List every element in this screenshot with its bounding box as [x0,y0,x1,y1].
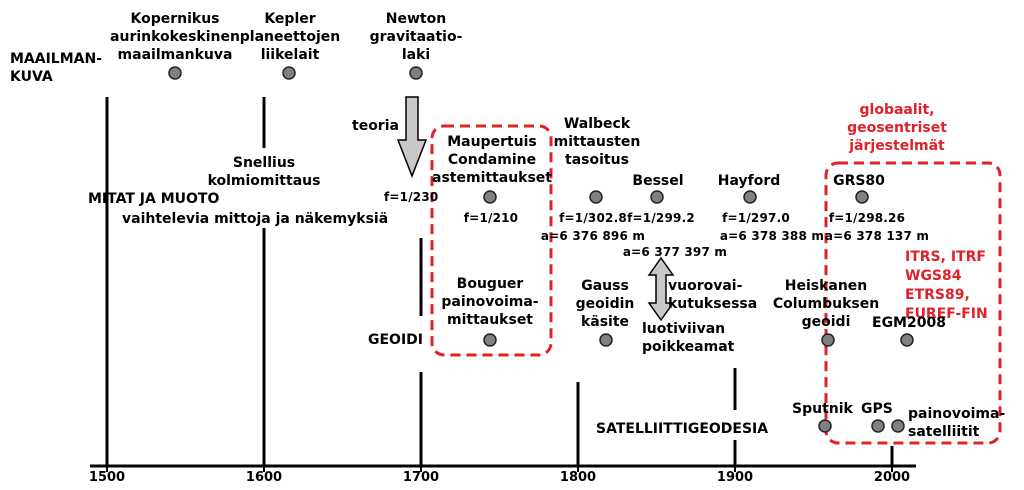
tick-label: 1700 [402,470,440,485]
row-label-world-view: MAAILMAN- KUVA [10,51,103,85]
label-bessel-f: f=1/299.2 [627,211,695,225]
label-bouguer: Bouguer painovoima- mittaukset [441,276,539,328]
label-sputnik: Sputnik [792,401,853,417]
row-label-measurements-sub: vaihtelevia mittoja ja näkemyksiä [122,211,389,227]
box-18th-century-measurements [430,124,553,357]
dot-egm2008 [900,333,914,347]
label-walbeck-f: f=1/302.8 [559,211,627,225]
label-reference-systems: ITRS, ITRF WGS84 ETRS89, EUREF-FIN [905,249,988,322]
label-deflection: luotiviivan poikkeamat [642,321,735,355]
double-arrow-icon [647,256,675,322]
label-tidal: vuorovai- kutuksessa [668,278,758,312]
row-label-geoid: GEOIDI [368,332,423,348]
label-grs80-a: a=6 378 137 m [824,229,930,243]
tick-label: 1500 [88,470,126,485]
dot-bessel [650,190,664,204]
dot-sputnik [818,419,832,433]
dot-hayford [743,190,757,204]
label-global-systems: globaalit, geosentriset järjestelmät [847,102,947,154]
label-snellius: Snellius kolmiomittaus [207,155,321,189]
label-hayford-f: f=1/297.0 [722,211,790,225]
dot-gauss [599,333,613,347]
label-newton: Newton gravitaatio- laki [369,11,463,63]
label-grs80: GRS80 [833,173,885,189]
dot-walbeck [589,190,603,204]
label-grs80-f: f=1/298.26 [828,211,906,225]
dot-newton [409,66,423,80]
dot-bouguer [483,333,497,347]
label-hayford: Hayford [717,173,781,189]
arrow-down-icon [396,96,428,179]
label-maupertuis: Maupertuis Condamine astemittaukset [432,134,552,186]
label-theory: teoria [352,118,399,134]
label-walbeck: Walbeck mittausten tasoitus [553,116,641,168]
tick-label: 1600 [245,470,283,485]
label-bessel-a: a=6 377 397 m [622,245,728,259]
dot-maupertuis [483,190,497,204]
tick-label: 2000 [873,470,911,485]
label-kepler: Kepler planeettojen liikelait [239,11,341,63]
dot-gravsat [891,419,905,433]
label-egm2008: EGM2008 [872,315,946,331]
label-walbeck-a: a=6 376 896 m [540,229,646,243]
dot-gps [871,419,885,433]
dot-kepler [282,66,296,80]
label-copernicus: Kopernikus aurinkokeskinen maailmankuva [110,11,240,63]
box-global-systems [824,161,1002,445]
label-gauss: Gauss geoidin käsite [575,278,635,330]
label-bessel: Bessel [632,173,684,189]
row-label-satellite: SATELLIITTIGEODESIA [596,421,769,437]
tick-label: 1900 [716,470,754,485]
label-hayford-a: a=6 378 388 m [719,229,825,243]
label-f230: f=1/230 [384,190,439,204]
dot-grs80 [855,190,869,204]
row-label-measurements: MITAT JA MUOTO [88,191,220,207]
label-gps: GPS [861,401,893,417]
tick-label: 1800 [559,470,597,485]
label-gravity-satellites: painovoima- satelliitit [908,406,1006,440]
dot-heiskanen [821,333,835,347]
label-f210: f=1/210 [463,211,519,225]
label-heiskanen: Heiskanen Columbuksen geoidi [772,278,880,330]
dot-copernicus [168,66,182,80]
